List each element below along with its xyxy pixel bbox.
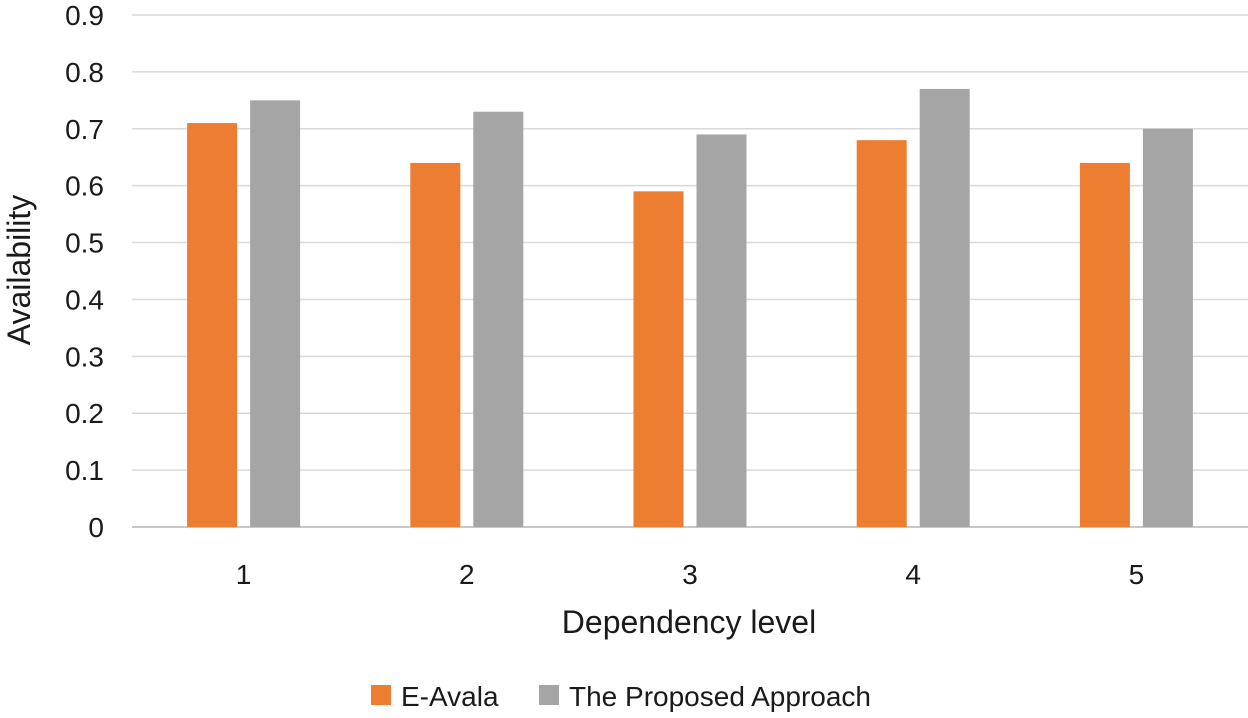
gridlines <box>132 14 1248 528</box>
y-tick-label: 0.6 <box>65 171 104 202</box>
y-tick-label: 0.2 <box>65 398 104 429</box>
y-tick-label: 0.8 <box>65 57 104 88</box>
bar-proposed-approach-3 <box>696 134 747 527</box>
bar-e-avala-2 <box>410 162 461 527</box>
bar-proposed-approach-5 <box>1142 128 1193 527</box>
y-tick-label: 0.3 <box>65 341 104 372</box>
legend-swatch-e-avala <box>371 685 391 705</box>
bar-e-avala-1 <box>187 123 238 527</box>
x-axis-title: Dependency level <box>562 604 816 640</box>
legend-swatch-proposed-approach <box>539 685 559 705</box>
y-tick-label: 0.1 <box>65 455 104 486</box>
y-tick-label: 0.9 <box>65 0 104 31</box>
x-tick-label: 5 <box>1129 559 1145 590</box>
x-tick-label: 1 <box>236 559 252 590</box>
bar-proposed-approach-4 <box>919 88 970 527</box>
legend-label-e-avala: E-Avala <box>401 681 499 712</box>
y-tick-label: 0 <box>88 512 104 543</box>
y-tick-label: 0.5 <box>65 228 104 259</box>
y-axis-ticks: 0 0.1 0.2 0.3 0.4 0.5 0.6 0.7 0.8 0.9 <box>65 0 104 543</box>
y-axis-title: Availability <box>1 195 37 346</box>
x-tick-label: 2 <box>459 559 475 590</box>
x-tick-label: 4 <box>905 559 921 590</box>
y-tick-label: 0.7 <box>65 114 104 145</box>
legend: E-Avala The Proposed Approach <box>371 681 871 712</box>
bar-e-avala-5 <box>1079 162 1130 527</box>
bar-proposed-approach-1 <box>250 100 301 527</box>
bar-e-avala-3 <box>633 191 684 527</box>
bar-proposed-approach-2 <box>473 111 524 527</box>
x-axis-ticks: 1 2 3 4 5 <box>236 559 1144 590</box>
x-tick-label: 3 <box>682 559 698 590</box>
bars <box>187 88 1193 527</box>
legend-label-proposed-approach: The Proposed Approach <box>569 681 871 712</box>
bar-e-avala-4 <box>856 140 907 527</box>
y-tick-label: 0.4 <box>65 284 104 315</box>
